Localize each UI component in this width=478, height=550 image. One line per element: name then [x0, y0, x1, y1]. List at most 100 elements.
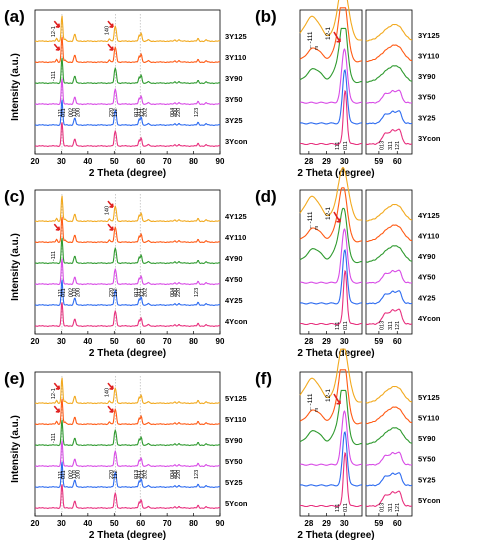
peak-annotation: 121 — [139, 288, 145, 297]
x-tick-label: 40 — [83, 337, 92, 346]
x-tick-label: 60 — [393, 157, 402, 166]
peak-arrow — [107, 20, 114, 28]
peak-annotation: 013 — [134, 288, 140, 297]
peak-annotation: 111 — [58, 109, 64, 117]
peak-annotation: 112 — [113, 288, 119, 297]
x-axis-label: 2 Theta (degree) — [297, 530, 374, 541]
peak-annotation: 121 — [139, 470, 145, 479]
x-axis-label: 2 Theta (degree) — [89, 530, 166, 541]
peak-annotation: 011 — [343, 141, 349, 150]
series-line-5Y110 — [299, 369, 362, 425]
legend-entry-3Y90: 3Y90 — [418, 72, 436, 81]
x-tick-label: 70 — [163, 337, 172, 346]
x-tick-label: 80 — [189, 519, 198, 528]
series-line-4Y125 — [365, 203, 413, 222]
peak-annotation: 011 — [343, 503, 349, 512]
legend-entry-5Y25: 5Y25 — [225, 478, 243, 487]
series-line-5Y90 — [34, 419, 221, 447]
x-tick-label: 60 — [393, 337, 402, 346]
peak-annotation: 011 — [343, 321, 349, 330]
peak-arrow — [107, 43, 114, 51]
series-line-5Y125 — [365, 385, 413, 404]
x-axis-label: 2 Theta (degree) — [89, 168, 166, 179]
x-tick-label: 29 — [322, 157, 331, 166]
legend-entry-4Y125: 4Y125 — [225, 212, 247, 221]
x-tick-label: 90 — [216, 157, 225, 166]
peak-arrow — [107, 200, 114, 208]
series-line-5Y50 — [365, 451, 413, 466]
peak-annotation: 110 — [72, 470, 78, 479]
legend-entry-5Y90: 5Y90 — [418, 434, 436, 443]
peak-annotation: 110 — [72, 108, 78, 117]
x-tick-label: 30 — [57, 157, 66, 166]
x-tick-label: 80 — [189, 157, 198, 166]
x-tick-label: 28 — [304, 519, 313, 528]
peak-annotation: 400 — [173, 108, 179, 117]
series-line-5Y110 — [34, 398, 221, 426]
peak-annotation: 121 — [395, 321, 401, 330]
legend-entry-5Y90: 5Y90 — [225, 436, 243, 445]
peak-annotation: 202 — [143, 470, 149, 479]
series-line-3Y110 — [299, 7, 362, 63]
x-tick-label: 20 — [31, 337, 40, 346]
series-line-5Ycon — [299, 451, 362, 508]
peak-annotation: 311 — [137, 470, 143, 479]
panel-label: (b) — [255, 7, 277, 26]
x-tick-label: 30 — [340, 157, 349, 166]
peak-annotation: ←-111 — [307, 211, 314, 230]
peak-annotation: 12-1 — [51, 26, 57, 37]
series-line-5Y25 — [300, 431, 362, 487]
x-tick-label: 60 — [136, 519, 145, 528]
series-line-3Y50 — [299, 48, 362, 104]
peak-annotation: 013 — [379, 321, 385, 330]
series-line-5Ycon — [365, 490, 412, 507]
peak-annotation: -111 — [51, 251, 57, 261]
x-tick-label: 40 — [83, 519, 92, 528]
x-tick-label: 90 — [216, 337, 225, 346]
peak-annotation: 110 — [72, 288, 78, 297]
peak-arrow — [53, 43, 61, 51]
legend-entry-5Y50: 5Y50 — [418, 455, 436, 464]
peak-annotation: 121 — [139, 108, 145, 117]
peak-annotation: 112 — [113, 470, 119, 479]
peak-annotation: ←-111 — [307, 31, 314, 50]
series-line-5Y125 — [34, 377, 221, 405]
peak-annotation: 12-1 — [325, 389, 332, 402]
series-line-4Y125 — [299, 166, 363, 221]
peak-annotation: 220 — [109, 108, 115, 117]
x-tick-label: 90 — [216, 519, 225, 528]
series-line-4Y25 — [300, 249, 362, 305]
peak-arrow — [53, 405, 61, 413]
series-line-3Y125 — [34, 15, 221, 43]
series-line-5Y90 — [299, 389, 362, 446]
legend-entry-4Ycon: 4Ycon — [418, 314, 441, 323]
peak-annotation: 002 — [69, 108, 75, 117]
series-line-4Y50 — [34, 258, 221, 286]
peak-annotation: 202 — [143, 108, 149, 117]
plot-frame — [34, 9, 221, 155]
peak-annotation: 12-1 — [325, 27, 332, 40]
legend-entry-5Ycon: 5Ycon — [225, 499, 248, 508]
peak-annotation: 123 — [194, 288, 200, 297]
x-axis-label: 2 Theta (degree) — [297, 348, 374, 359]
peak-annotation: 311 — [137, 108, 143, 117]
x-tick-label: 20 — [31, 157, 40, 166]
peak-annotation: 220 — [109, 470, 115, 479]
peak-annotation: m — [314, 408, 320, 412]
peak-annotation: 220 — [176, 288, 182, 297]
x-tick-label: 30 — [57, 519, 66, 528]
peak-annotation: 004 — [170, 108, 176, 117]
peak-annotation: 200 — [76, 108, 82, 117]
x-tick-label: 30 — [340, 337, 349, 346]
series-line-4Y90 — [365, 245, 413, 263]
legend-entry-3Y125: 3Y125 — [418, 31, 440, 40]
legend-entry-3Ycon: 3Ycon — [418, 134, 441, 143]
legend-entry-4Y125: 4Y125 — [418, 211, 440, 220]
peak-arrow — [53, 223, 61, 231]
x-axis-label: 2 Theta (degree) — [297, 168, 374, 179]
panel-label: (f) — [255, 369, 272, 388]
y-axis-label: Intensity (a.u.) — [10, 415, 21, 483]
peak-annotation: 013 — [134, 470, 140, 479]
panel-4: (e) Intensity (a.u.) 20 30 40 50 60 70 80 90 2 The… — [4, 369, 248, 541]
